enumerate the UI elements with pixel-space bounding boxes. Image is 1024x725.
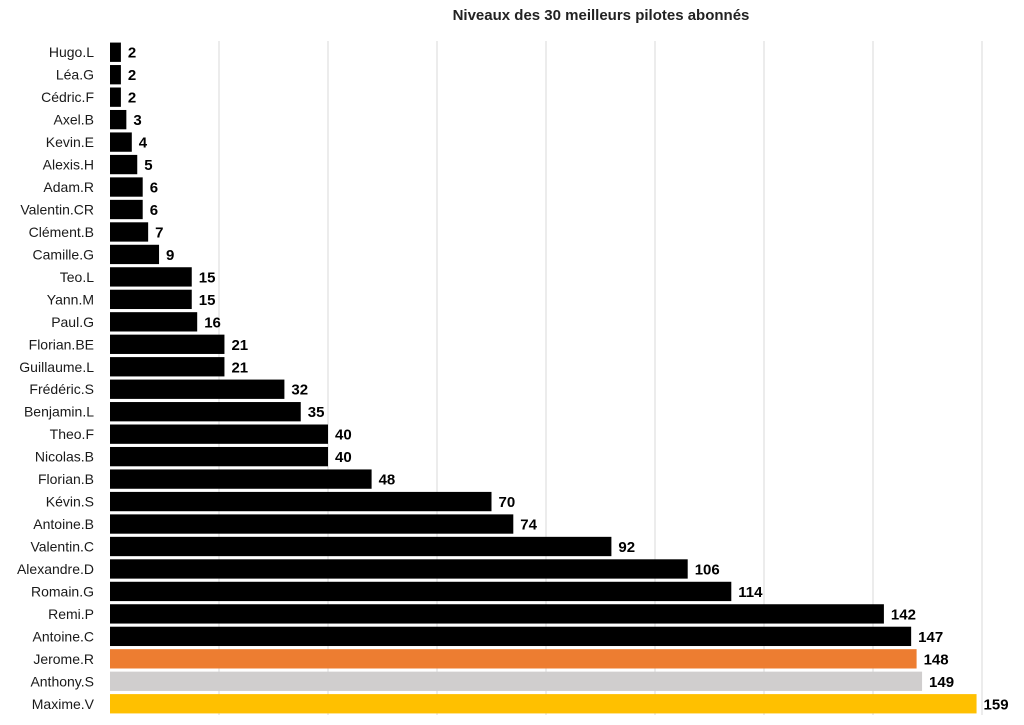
category-label: Benjamin.L bbox=[24, 404, 94, 420]
category-label: Theo.F bbox=[50, 426, 94, 442]
category-label: Alexis.H bbox=[43, 157, 94, 173]
value-label: 114 bbox=[738, 584, 763, 601]
bar bbox=[110, 132, 132, 152]
category-label: Adam.R bbox=[43, 179, 94, 195]
value-label: 40 bbox=[335, 449, 352, 466]
category-label: Camille.G bbox=[33, 246, 94, 262]
category-label: Romain.G bbox=[31, 583, 94, 599]
category-label: Florian.B bbox=[38, 471, 94, 487]
value-label: 70 bbox=[499, 494, 516, 511]
value-label: 2 bbox=[128, 90, 136, 107]
category-label: Antoine.C bbox=[33, 628, 94, 644]
category-label: Kévin.S bbox=[46, 494, 94, 510]
value-label: 9 bbox=[166, 247, 174, 264]
bar bbox=[110, 559, 688, 579]
bar bbox=[110, 244, 160, 265]
bar bbox=[110, 469, 372, 489]
value-label: 2 bbox=[128, 67, 136, 84]
bar bbox=[110, 491, 492, 512]
value-label: 92 bbox=[618, 539, 635, 556]
bar bbox=[110, 604, 884, 624]
value-label: 16 bbox=[204, 314, 221, 331]
category-label: Nicolas.B bbox=[35, 449, 94, 465]
bar bbox=[110, 536, 612, 557]
bar bbox=[110, 199, 143, 220]
value-label: 15 bbox=[199, 269, 216, 286]
category-label: Valentin.C bbox=[30, 539, 94, 555]
bar bbox=[110, 514, 514, 534]
category-label: Cédric.F bbox=[41, 89, 94, 105]
category-label: Jerome.R bbox=[33, 651, 94, 667]
value-label: 2 bbox=[128, 45, 136, 62]
value-label: 106 bbox=[695, 561, 720, 578]
category-label: Florian.BE bbox=[29, 336, 94, 352]
bar bbox=[110, 626, 912, 647]
bar bbox=[110, 357, 225, 377]
value-label: 40 bbox=[335, 427, 352, 444]
value-label: 149 bbox=[929, 674, 954, 691]
bar bbox=[110, 581, 732, 602]
bar bbox=[110, 109, 127, 130]
category-label: Maxime.V bbox=[32, 696, 95, 712]
bar bbox=[110, 154, 138, 175]
value-label: 74 bbox=[520, 517, 537, 534]
bar bbox=[110, 402, 301, 422]
category-label: Antoine.B bbox=[33, 516, 94, 532]
bar bbox=[110, 446, 328, 467]
value-label: 21 bbox=[231, 359, 248, 376]
bar bbox=[110, 222, 149, 242]
chart-title: Niveaux des 30 meilleurs pilotes abonnés bbox=[452, 7, 750, 24]
bar bbox=[110, 334, 225, 354]
category-label: Kevin.E bbox=[46, 134, 94, 150]
bar bbox=[110, 267, 192, 287]
bar bbox=[110, 671, 923, 691]
category-label: Anthony.S bbox=[30, 673, 94, 689]
value-label: 142 bbox=[891, 606, 916, 623]
value-label: 48 bbox=[379, 472, 396, 489]
value-label: 148 bbox=[924, 651, 949, 668]
bar bbox=[110, 379, 285, 399]
bar bbox=[110, 289, 192, 310]
value-label: 35 bbox=[308, 404, 325, 421]
bar bbox=[110, 87, 121, 107]
bar bbox=[110, 694, 977, 714]
category-label: Hugo.L bbox=[49, 44, 94, 60]
value-label: 159 bbox=[984, 696, 1009, 713]
category-label: Guillaume.L bbox=[19, 359, 94, 375]
value-label: 5 bbox=[144, 157, 152, 174]
value-label: 6 bbox=[150, 202, 158, 219]
category-label: Frédéric.S bbox=[29, 381, 94, 397]
bar bbox=[110, 424, 328, 444]
bar bbox=[110, 312, 198, 332]
category-label: Valentin.CR bbox=[20, 202, 94, 218]
value-label: 15 bbox=[199, 292, 216, 309]
value-label: 4 bbox=[139, 135, 148, 152]
category-label: Léa.G bbox=[56, 67, 94, 83]
category-label: Alexandre.D bbox=[17, 561, 94, 577]
category-label: Paul.G bbox=[51, 314, 94, 330]
value-label: 6 bbox=[150, 180, 158, 197]
category-label: Teo.L bbox=[60, 269, 94, 285]
bar bbox=[110, 177, 143, 197]
category-label: Clément.B bbox=[29, 224, 94, 240]
category-label: Remi.P bbox=[48, 606, 94, 622]
bar bbox=[110, 649, 917, 669]
bar bbox=[110, 65, 121, 85]
bar bbox=[110, 42, 121, 62]
value-label: 147 bbox=[918, 629, 943, 646]
value-label: 32 bbox=[291, 382, 308, 399]
value-label: 3 bbox=[133, 112, 141, 129]
value-label: 7 bbox=[155, 224, 163, 241]
category-label: Axel.B bbox=[54, 112, 94, 128]
category-label: Yann.M bbox=[47, 291, 94, 307]
value-label: 21 bbox=[231, 337, 248, 354]
